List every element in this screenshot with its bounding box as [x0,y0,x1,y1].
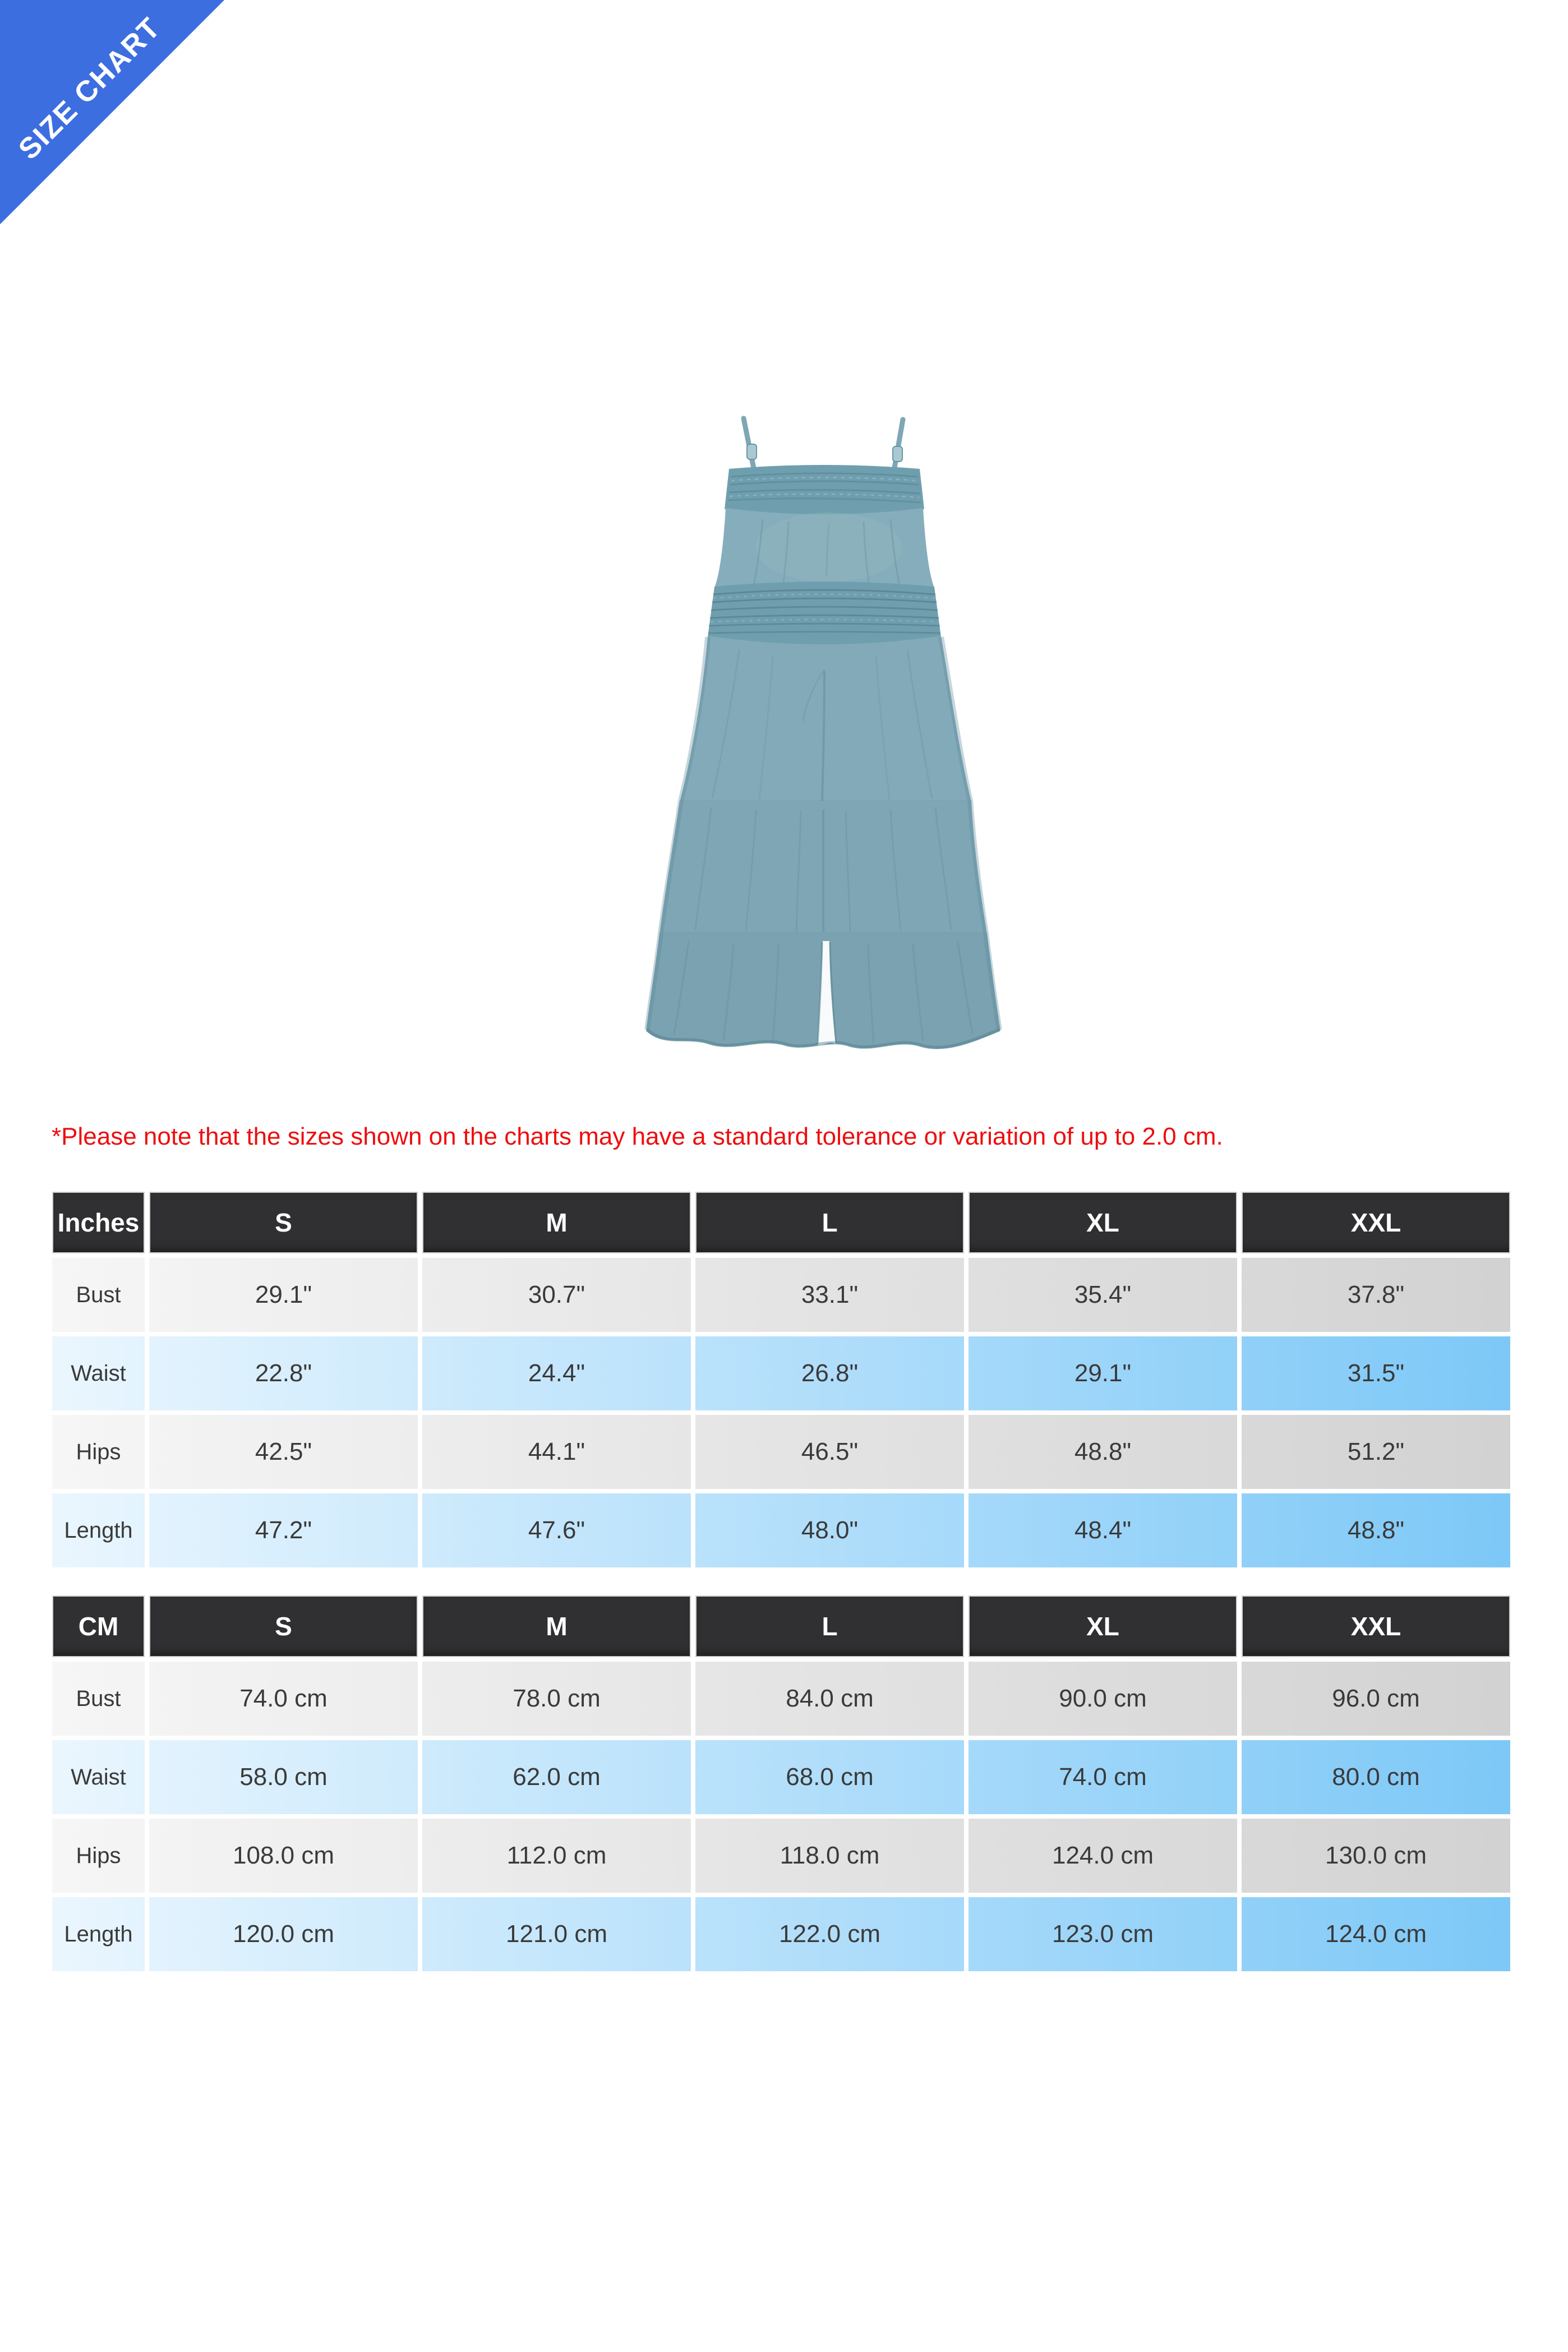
size-value-cell: 31.5" [1347,1359,1405,1387]
size-table-inches: Inches S M L XL XXL Bust 29.1" 30.7" 33.… [52,1192,1510,1567]
size-header-cell-xl: XL [969,1595,1237,1657]
size-value-cell: 68.0 cm [695,1740,969,1814]
measurement-row-hips: Hips 108.0 cm 112.0 cm 118.0 cm 124.0 cm… [52,1819,1510,1893]
size-value-cell: 74.0 cm [969,1740,1242,1814]
size-value-cell: 124.0 cm [1325,1920,1427,1948]
row-label-cell: Length [52,1493,149,1567]
product-photo-jumpsuit [644,408,1003,1059]
size-header-cell-s: S [149,1192,418,1253]
size-value-cell: 112.0 cm [422,1819,695,1893]
size-value-cell: 37.8" [1347,1281,1405,1308]
size-value-cell: 44.1" [422,1415,695,1489]
size-value-cell: 33.1" [695,1258,969,1332]
size-header-cell-m: M [422,1192,691,1253]
row-label-cell: Length [52,1897,149,1971]
size-value-cell: 121.0 cm [422,1897,695,1971]
size-value-cell: 29.1" [969,1336,1242,1410]
size-value-cell: 120.0 cm [149,1897,422,1971]
size-value-cell: 130.0 cm [1325,1842,1427,1869]
size-value-cell: 30.7" [422,1258,695,1332]
size-value-cell: 47.2" [149,1493,422,1567]
size-value-cell: 51.2" [1347,1438,1405,1465]
size-value-cell: 35.4" [969,1258,1242,1332]
size-value-cell: 29.1" [149,1258,422,1332]
measurement-row-waist: Waist 22.8" 24.4" 26.8" 29.1" 31.5" [52,1336,1510,1410]
row-label-cell: Waist [52,1336,149,1410]
size-header-cell-xxl: XXL [1242,1192,1510,1253]
measurement-row-hips: Hips 42.5" 44.1" 46.5" 48.8" 51.2" [52,1415,1510,1489]
size-header-cell-l: L [695,1595,964,1657]
size-header-cell-m: M [422,1595,691,1657]
size-value-cell: 124.0 cm [969,1819,1242,1893]
size-value-cell: 74.0 cm [149,1662,422,1736]
size-value-cell: 96.0 cm [1332,1685,1420,1712]
size-value-cell: 46.5" [695,1415,969,1489]
size-value-cell: 48.4" [969,1493,1242,1567]
size-header-cell-s: S [149,1595,418,1657]
size-value-cell: 48.8" [969,1415,1242,1489]
size-value-cell: 84.0 cm [695,1662,969,1736]
size-header-cell-l: L [695,1192,964,1253]
size-value-cell: 47.6" [422,1493,695,1567]
ribbon-label: SIZE CHART [12,11,167,166]
size-table-cm: CM S M L XL XXL Bust 74.0 cm 78.0 cm 84.… [52,1595,1510,1971]
size-value-cell: 48.0" [695,1493,969,1567]
size-value-cell: 108.0 cm [149,1819,422,1893]
row-label-cell: Waist [52,1740,149,1814]
unit-header-cell: Inches [52,1192,145,1253]
measurement-row-length: Length 47.2" 47.6" 48.0" 48.4" 48.8" [52,1493,1510,1567]
row-label-cell: Hips [52,1415,149,1489]
tolerance-note: *Please note that the sizes shown on the… [52,1123,1223,1150]
size-chart-ribbon: SIZE CHART [0,0,224,224]
size-value-cell: 22.8" [149,1336,422,1410]
measurement-row-bust: Bust 29.1" 30.7" 33.1" 35.4" 37.8" [52,1258,1510,1332]
row-label-cell: Bust [52,1662,149,1736]
size-value-cell: 80.0 cm [1332,1763,1420,1791]
table-header-row: CM S M L XL XXL [52,1595,1510,1657]
size-value-cell: 42.5" [149,1415,422,1489]
size-value-cell: 24.4" [422,1336,695,1410]
measurement-row-waist: Waist 58.0 cm 62.0 cm 68.0 cm 74.0 cm 80… [52,1740,1510,1814]
size-value-cell: 58.0 cm [149,1740,422,1814]
size-header-cell-xxl: XXL [1242,1595,1510,1657]
table-header-row: Inches S M L XL XXL [52,1192,1510,1253]
unit-header-cell: CM [52,1595,145,1657]
measurement-row-bust: Bust 74.0 cm 78.0 cm 84.0 cm 90.0 cm 96.… [52,1662,1510,1736]
size-header-cell-xl: XL [969,1192,1237,1253]
measurement-row-length: Length 120.0 cm 121.0 cm 122.0 cm 123.0 … [52,1897,1510,1971]
size-value-cell: 122.0 cm [695,1897,969,1971]
size-value-cell: 90.0 cm [969,1662,1242,1736]
row-label-cell: Hips [52,1819,149,1893]
jumpsuit-illustration [644,416,1002,1050]
size-value-cell: 62.0 cm [422,1740,695,1814]
size-value-cell: 118.0 cm [695,1819,969,1893]
size-value-cell: 48.8" [1347,1516,1405,1544]
size-value-cell: 123.0 cm [969,1897,1242,1971]
size-value-cell: 26.8" [695,1336,969,1410]
size-value-cell: 78.0 cm [422,1662,695,1736]
row-label-cell: Bust [52,1258,149,1332]
